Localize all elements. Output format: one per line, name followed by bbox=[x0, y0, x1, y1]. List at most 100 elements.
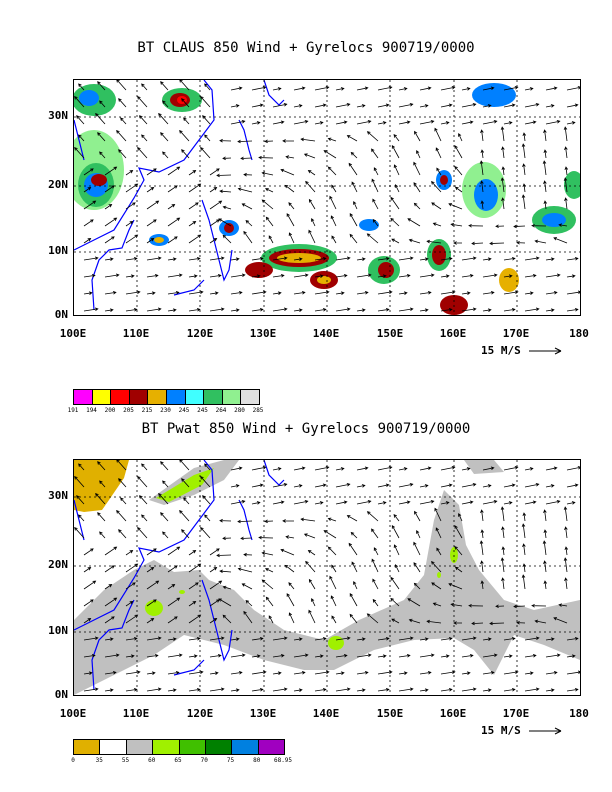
wind-arrow-icon bbox=[522, 543, 526, 556]
wind-arrow-icon bbox=[553, 237, 568, 244]
wind-arrow-icon bbox=[308, 229, 316, 244]
wind-arrow-icon bbox=[137, 475, 148, 488]
wind-arrow-icon bbox=[516, 620, 526, 625]
wind-arrow-icon bbox=[500, 557, 505, 573]
top-colorbar-tick-label: 191 bbox=[67, 407, 79, 414]
wind-arrow-icon bbox=[398, 687, 414, 692]
wind-arrow-icon bbox=[335, 102, 351, 108]
wind-arrow-icon bbox=[104, 185, 115, 193]
wind-arrow-icon bbox=[524, 291, 534, 295]
wind-arrow-icon bbox=[413, 182, 421, 193]
wind-arrow-icon bbox=[534, 239, 547, 244]
wind-arrow-icon bbox=[323, 530, 337, 539]
top-colorbar-swatch bbox=[185, 390, 205, 404]
wind-arrow-icon bbox=[393, 164, 400, 176]
wind-arrow-icon bbox=[251, 465, 267, 471]
wind-arrow-icon bbox=[356, 653, 372, 658]
scale-arrow-icon bbox=[529, 727, 562, 735]
wind-arrow-icon bbox=[146, 618, 155, 624]
wind-arrow-icon bbox=[419, 308, 429, 312]
wind-arrow-icon bbox=[398, 500, 411, 505]
wind-arrow-icon bbox=[454, 545, 463, 556]
top-colorbar-tick-label: 280 bbox=[234, 407, 245, 414]
wind-arrow-icon bbox=[482, 104, 492, 108]
wind-arrow-icon bbox=[230, 466, 243, 471]
wind-arrow-icon bbox=[230, 86, 243, 91]
top-scale-label: 15 M/S bbox=[481, 344, 567, 357]
wind-arrow-icon bbox=[314, 256, 327, 261]
wind-arrow-icon bbox=[480, 180, 484, 193]
top-ylabel-30n: 30N bbox=[48, 109, 68, 122]
top-map-canvas bbox=[74, 80, 580, 315]
wind-arrow-icon bbox=[83, 307, 99, 312]
wind-arrow-icon bbox=[125, 670, 141, 675]
wind-arrow-icon bbox=[167, 273, 183, 278]
wind-arrow-icon bbox=[454, 186, 463, 193]
wind-arrow-icon bbox=[125, 582, 136, 590]
wind-arrow-icon bbox=[83, 187, 92, 193]
wind-arrow-icon bbox=[461, 687, 477, 692]
wind-arrow-icon bbox=[450, 222, 463, 227]
wind-arrow-icon bbox=[230, 499, 246, 505]
wind-arrow-icon bbox=[564, 166, 569, 176]
wind-arrow-icon bbox=[137, 95, 148, 108]
wind-arrow-icon bbox=[413, 562, 421, 573]
wind-arrow-icon bbox=[419, 499, 435, 505]
wind-arrow-icon bbox=[480, 580, 485, 590]
wind-arrow-icon bbox=[125, 614, 139, 624]
wind-arrow-icon bbox=[558, 603, 568, 607]
wind-arrow-icon bbox=[218, 218, 232, 227]
wind-arrow-icon bbox=[116, 80, 127, 91]
wind-arrow-icon bbox=[125, 183, 139, 193]
wind-arrow-icon bbox=[209, 636, 225, 641]
wind-arrow-icon bbox=[264, 139, 274, 144]
wind-arrow-icon bbox=[83, 168, 94, 176]
wind-arrow-icon bbox=[440, 307, 453, 312]
wind-arrow-icon bbox=[314, 654, 324, 658]
wind-arrow-icon bbox=[139, 115, 148, 125]
wind-arrow-icon bbox=[251, 256, 264, 261]
wind-arrow-icon bbox=[251, 121, 261, 125]
wind-arrow-icon bbox=[564, 546, 569, 556]
wind-arrow-icon bbox=[534, 619, 547, 624]
wind-arrow-icon bbox=[162, 151, 169, 159]
wind-arrow-icon bbox=[393, 544, 400, 556]
wind-arrow-icon bbox=[419, 119, 435, 125]
wind-arrow-icon bbox=[564, 146, 568, 159]
wind-arrow-icon bbox=[503, 121, 513, 125]
wind-arrow-icon bbox=[209, 687, 225, 692]
wind-arrow-icon bbox=[419, 484, 429, 488]
wind-arrow-icon bbox=[543, 129, 547, 142]
wind-arrow-icon bbox=[426, 239, 442, 244]
wind-arrow-icon bbox=[440, 290, 456, 295]
wind-arrow-icon bbox=[230, 637, 240, 641]
wind-arrow-icon bbox=[356, 290, 369, 295]
wind-arrow-icon bbox=[377, 307, 390, 312]
wind-arrow-icon bbox=[524, 653, 537, 658]
bottom-colorbar-tick-label: 35 bbox=[95, 757, 103, 764]
wind-arrow-icon bbox=[188, 636, 201, 641]
wind-arrow-icon bbox=[398, 273, 411, 278]
wind-arrow-icon bbox=[240, 536, 253, 541]
wind-arrow-icon bbox=[563, 177, 568, 193]
wind-arrow-icon bbox=[243, 610, 253, 624]
top-colorbar-tick-label: 245 bbox=[178, 407, 190, 414]
wind-arrow-icon bbox=[116, 460, 127, 471]
bottom-map-panel bbox=[73, 459, 581, 696]
wind-arrow-icon bbox=[450, 602, 463, 607]
wind-arrow-icon bbox=[104, 670, 117, 675]
wind-arrow-icon bbox=[160, 81, 169, 91]
wind-arrow-icon bbox=[351, 181, 358, 193]
bottom-colorbar-ticks: 0 35 55 60 65 70 75 80 68.95 bbox=[71, 757, 292, 767]
top-map-title: BT CLAUS 850 Wind + Gyrelocs 900719/0000 bbox=[137, 40, 475, 56]
wind-arrow-icon bbox=[440, 256, 453, 261]
wind-arrow-icon bbox=[419, 637, 429, 641]
top-xlabel-140e: 140E bbox=[312, 327, 340, 340]
wind-arrow-icon bbox=[300, 517, 316, 522]
coastline bbox=[74, 460, 285, 691]
top-colorbar-tick-label: 194 bbox=[86, 407, 97, 414]
wind-arrow-icon bbox=[188, 183, 202, 193]
wind-arrow-icon bbox=[390, 196, 400, 210]
top-colorbar-swatch bbox=[74, 390, 93, 404]
top-xlabel-180: 180 bbox=[569, 327, 589, 340]
